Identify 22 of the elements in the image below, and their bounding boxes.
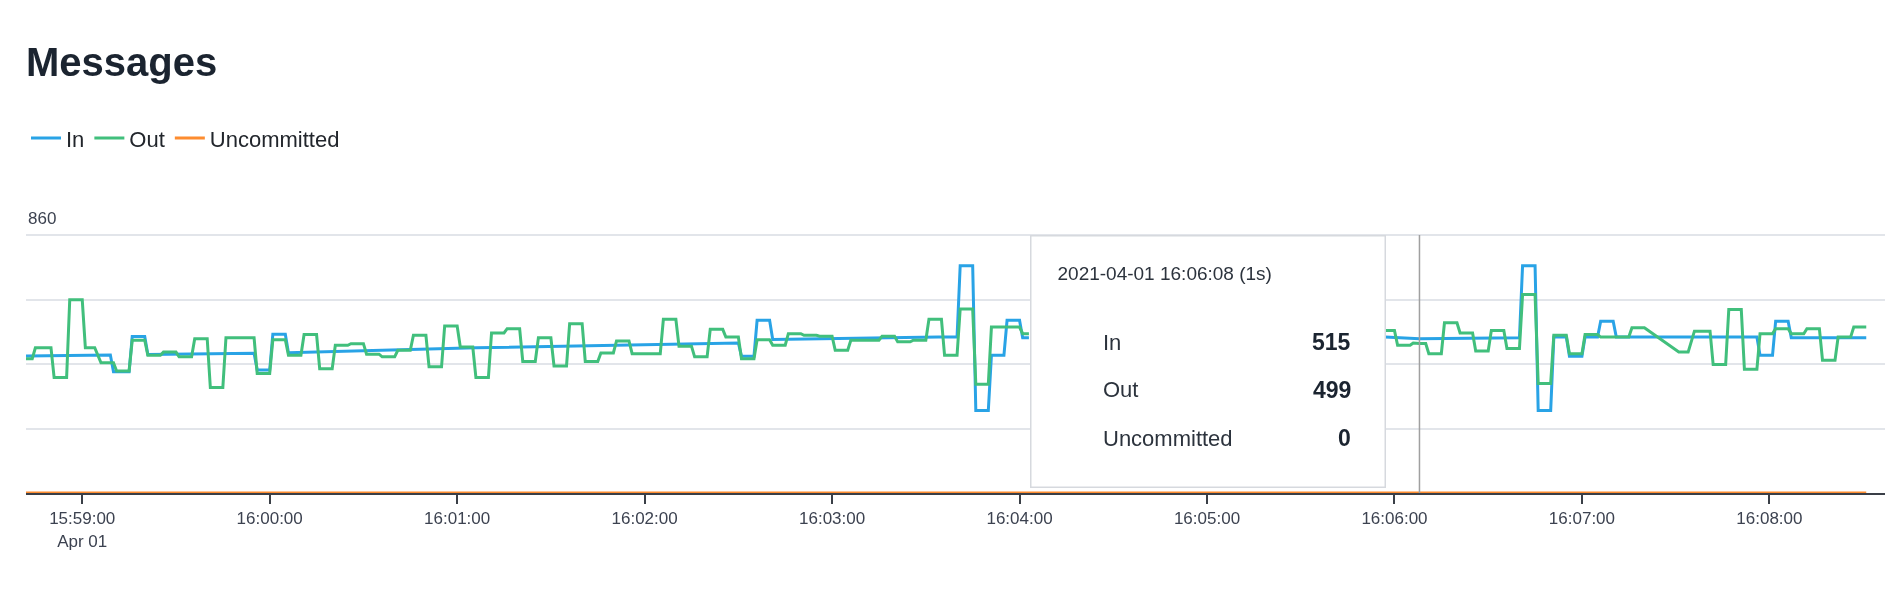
annotation: 0 [1338, 425, 1351, 451]
annotation: 515 [1312, 329, 1351, 355]
legend-label: In [66, 126, 85, 152]
x-tick-label: 15:59:00 Apr 01 [49, 509, 116, 551]
legend-label: Out [129, 126, 165, 152]
annotation: Out [1103, 377, 1139, 402]
text: 860 [28, 209, 57, 228]
x-tick-label: 16:00:00 [236, 509, 303, 529]
annotation: 2021-04-01 16:06:08 (1s) [1057, 262, 1272, 284]
annotation: Uncommitted [1103, 426, 1233, 451]
x-tick-label: 16:06:00 [1361, 509, 1428, 529]
legend-label: Uncommitted [209, 126, 340, 152]
x-tick-label: 16:03:00 [799, 509, 866, 529]
x-tick-label: 16:04:00 [986, 509, 1053, 529]
x-tick-label: 16:08:00 [1736, 509, 1803, 529]
chart-title: Messages [26, 40, 218, 84]
x-tick-label: 16:05:00 [1173, 509, 1241, 529]
x-tick-label: 16:07:00 [1548, 509, 1616, 529]
annotation: In [1103, 330, 1122, 355]
annotation: 499 [1313, 377, 1352, 403]
x-tick-label: 16:02:00 [611, 509, 678, 529]
x-tick-label: 16:01:00 [424, 509, 491, 529]
